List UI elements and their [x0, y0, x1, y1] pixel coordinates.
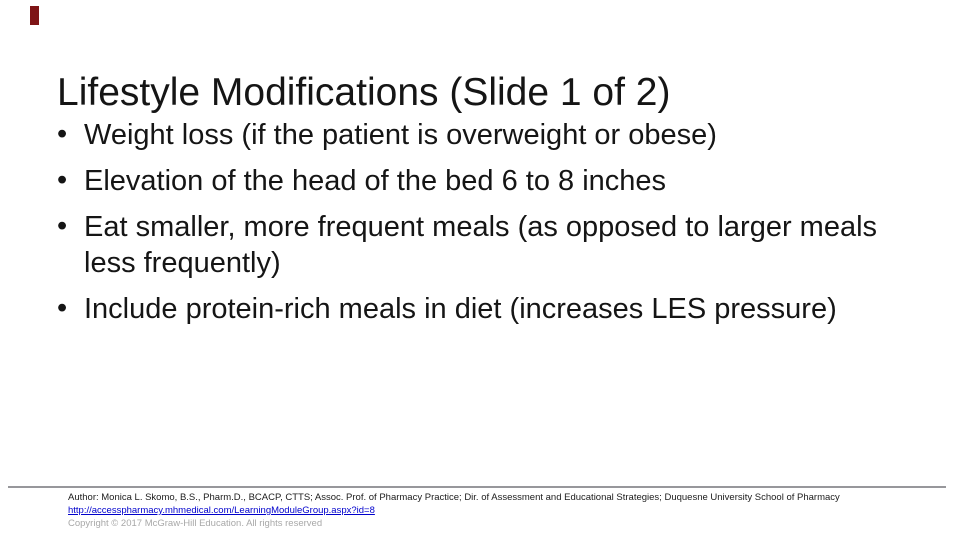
slide-title: Lifestyle Modifications (Slide 1 of 2) [57, 71, 671, 115]
bullet-list: Weight loss (if the patient is overweigh… [57, 116, 902, 337]
footer-module-link[interactable]: http://accesspharmacy.mhmedical.com/Lear… [68, 505, 375, 516]
footer-author-line: Author: Monica L. Skomo, B.S., Pharm.D.,… [68, 492, 840, 503]
slide-accent-mark [30, 6, 39, 25]
footer-divider [8, 486, 946, 488]
bullet-item: Weight loss (if the patient is overweigh… [57, 116, 902, 153]
bullet-item: Include protein-rich meals in diet (incr… [57, 290, 902, 327]
bullet-item: Eat smaller, more frequent meals (as opp… [57, 208, 902, 281]
bullet-item: Elevation of the head of the bed 6 to 8 … [57, 162, 902, 199]
footer-copyright: Copyright © 2017 McGraw-Hill Education. … [68, 518, 323, 529]
